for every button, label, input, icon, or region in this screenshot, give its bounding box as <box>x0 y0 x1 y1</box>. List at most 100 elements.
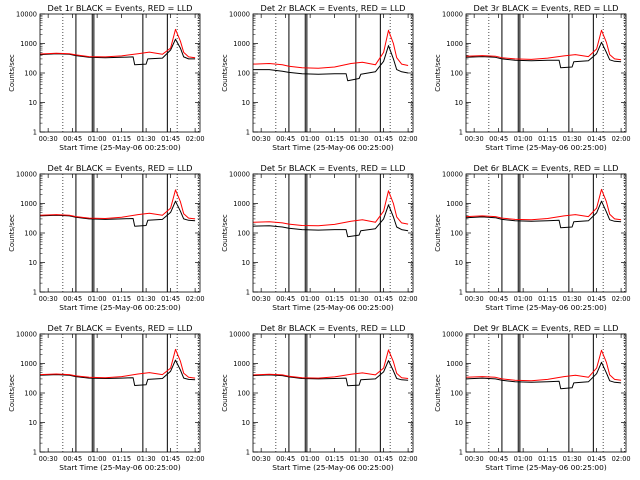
series-events-line <box>40 200 196 227</box>
panel-det-7: Det 7r BLACK = Events, RED = LLD Start Ti… <box>8 323 205 472</box>
data-series <box>466 349 622 390</box>
x-axis-label: Start Time (25-May-06 00:25:00) <box>272 303 394 312</box>
x-tick-label: 00:30 <box>252 455 271 463</box>
x-tick-label: 01:30 <box>563 135 582 143</box>
x-tick-label: 00:45 <box>63 455 82 463</box>
y-tick-label: 1 <box>459 288 463 296</box>
panel-title: Det 9r BLACK = Events, RED = LLD <box>474 323 619 333</box>
series-lld-line <box>466 349 622 382</box>
plot-frame <box>39 173 201 293</box>
x-axis-label: Start Time (25-May-06 00:25:00) <box>272 463 394 472</box>
panel-det-9: Det 9r BLACK = Events, RED = LLD Start Ti… <box>434 323 631 472</box>
y-tick-label: 10000 <box>16 330 37 338</box>
y-tick-label: 100 <box>237 69 250 77</box>
x-tick-label: 00:30 <box>465 455 484 463</box>
series-lld-line <box>40 28 196 59</box>
x-axis-label: Start Time (25-May-06 00:25:00) <box>485 463 607 472</box>
x-tick-label: 00:30 <box>39 295 58 303</box>
y-tick-label: 100 <box>237 389 250 397</box>
y-axis-label: Counts/sec <box>8 214 16 252</box>
x-tick-label: 02:00 <box>612 295 631 303</box>
plot-frame <box>465 333 627 453</box>
plot-frame <box>39 13 201 133</box>
x-tick-label: 01:15 <box>112 135 131 143</box>
x-tick-label: 00:45 <box>276 135 295 143</box>
series-events-line <box>466 200 622 229</box>
x-axis-label: Start Time (25-May-06 00:25:00) <box>59 303 181 312</box>
data-series <box>40 189 196 227</box>
x-tick-label: 01:00 <box>88 135 107 143</box>
panel-det-4: Det 4r BLACK = Events, RED = LLD Start Ti… <box>8 163 205 312</box>
series-events-line <box>253 204 409 238</box>
y-tick-label: 10000 <box>229 10 250 18</box>
x-tick-label: 01:45 <box>374 455 393 463</box>
y-tick-label: 10 <box>242 419 250 427</box>
y-tick-label: 10 <box>29 419 37 427</box>
x-tick-label: 00:30 <box>39 135 58 143</box>
x-tick-label: 01:45 <box>587 135 606 143</box>
plot-frame <box>465 173 627 293</box>
plot-frame <box>39 333 201 453</box>
y-tick-label: 10000 <box>442 10 463 18</box>
x-tick-label: 01:45 <box>374 135 393 143</box>
x-axis-label: Start Time (25-May-06 00:25:00) <box>59 463 181 472</box>
x-tick-label: 01:15 <box>538 455 557 463</box>
y-tick-label: 1 <box>246 288 250 296</box>
x-tick-label: 02:00 <box>399 135 418 143</box>
y-tick-label: 100 <box>450 69 463 77</box>
plot-frame <box>252 333 414 453</box>
series-events-line <box>40 359 196 386</box>
y-tick-label: 10 <box>29 259 37 267</box>
panel-det-1: Det 1r BLACK = Events, RED = LLD Start Ti… <box>8 3 205 152</box>
y-tick-label: 10000 <box>442 170 463 178</box>
data-series <box>40 28 196 66</box>
marker-lines <box>488 334 625 452</box>
x-tick-label: 01:30 <box>137 135 156 143</box>
y-axis-label: Counts/sec <box>221 54 229 92</box>
y-tick-label: 1000 <box>20 40 37 48</box>
y-tick-label: 1 <box>33 288 37 296</box>
marker-lines <box>275 14 412 132</box>
y-tick-label: 100 <box>24 389 37 397</box>
panel-det-3: Det 3r BLACK = Events, RED = LLD Start Ti… <box>434 3 631 152</box>
y-tick-label: 1 <box>246 128 250 136</box>
x-tick-label: 01:00 <box>301 455 320 463</box>
x-tick-label: 01:30 <box>350 295 369 303</box>
x-tick-label: 00:30 <box>252 135 271 143</box>
panel-det-5: Det 5r BLACK = Events, RED = LLD Start Ti… <box>221 163 418 312</box>
panel-title: Det 8r BLACK = Events, RED = LLD <box>261 323 406 333</box>
x-tick-label: 01:15 <box>538 135 557 143</box>
series-lld-line <box>466 29 622 61</box>
x-axis-label: Start Time (25-May-06 00:25:00) <box>272 143 394 152</box>
x-tick-label: 00:45 <box>489 295 508 303</box>
x-tick-label: 01:00 <box>514 455 533 463</box>
x-tick-label: 00:45 <box>63 135 82 143</box>
y-tick-label: 10 <box>455 99 463 107</box>
marker-lines <box>488 174 625 292</box>
series-lld-line <box>40 348 196 379</box>
x-axis-label: Start Time (25-May-06 00:25:00) <box>59 143 181 152</box>
panel-title: Det 2r BLACK = Events, RED = LLD <box>261 3 406 13</box>
series-events-line <box>253 360 409 387</box>
panel-det-2: Det 2r BLACK = Events, RED = LLD Start Ti… <box>221 3 418 152</box>
x-axis-label: Start Time (25-May-06 00:25:00) <box>485 143 607 152</box>
data-series <box>253 190 409 238</box>
y-axis-label: Counts/sec <box>8 54 16 92</box>
x-tick-label: 01:45 <box>374 295 393 303</box>
marker-lines <box>275 334 412 452</box>
series-events-line <box>253 45 409 82</box>
x-tick-label: 02:00 <box>612 455 631 463</box>
x-tick-label: 01:45 <box>161 295 180 303</box>
y-tick-label: 1 <box>33 448 37 456</box>
x-tick-label: 01:45 <box>161 455 180 463</box>
panel-title: Det 1r BLACK = Events, RED = LLD <box>48 3 193 13</box>
y-tick-label: 10000 <box>442 330 463 338</box>
x-tick-label: 02:00 <box>399 455 418 463</box>
x-tick-label: 00:30 <box>39 455 58 463</box>
x-tick-label: 01:15 <box>538 295 557 303</box>
y-tick-label: 1 <box>459 128 463 136</box>
x-tick-label: 01:00 <box>514 135 533 143</box>
series-lld-line <box>253 190 409 227</box>
y-tick-label: 1000 <box>446 360 463 368</box>
x-tick-label: 00:45 <box>276 455 295 463</box>
